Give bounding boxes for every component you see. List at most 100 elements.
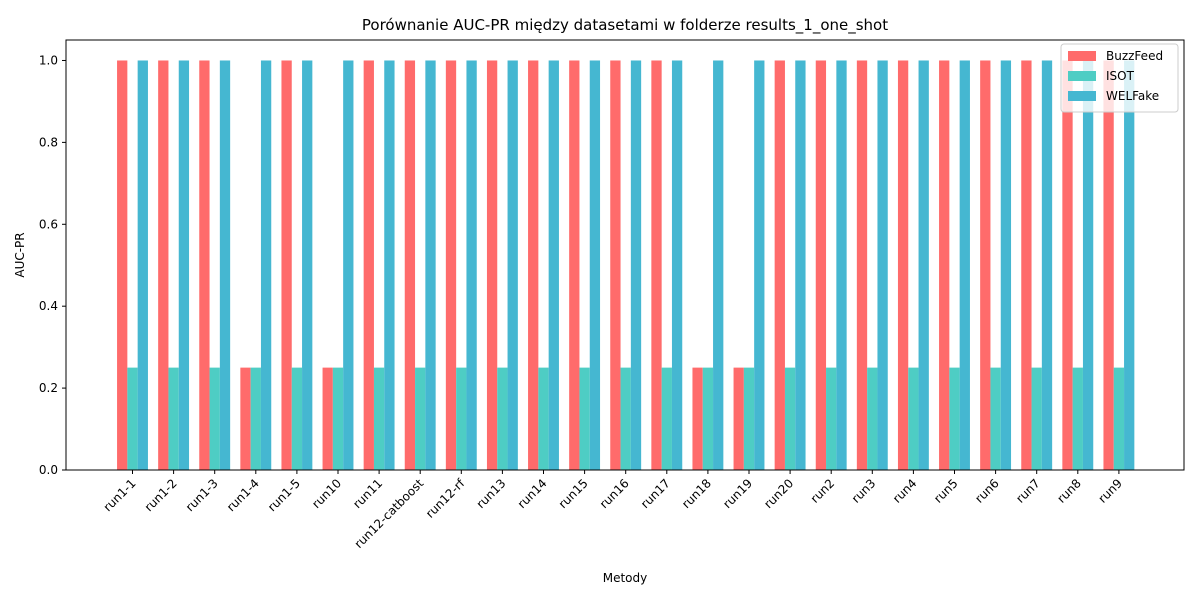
bar-buzzfeed-run15	[569, 60, 580, 470]
bar-isot-run9	[1113, 367, 1125, 470]
x-tick-label: run17	[638, 476, 673, 511]
bar-isot-run20	[784, 367, 796, 470]
bar-welfake-run15	[589, 60, 601, 470]
series-buzzfeed	[117, 60, 1114, 470]
bar-buzzfeed-run18	[692, 367, 703, 470]
y-tick-label: 1.0	[39, 53, 58, 67]
x-tick-label: run3	[849, 476, 879, 506]
bar-isot-run1-1	[127, 367, 138, 470]
bar-buzzfeed-run12-rf	[445, 60, 457, 470]
x-tick-label: run1-3	[183, 476, 221, 514]
y-axis-title: AUC-PR	[13, 232, 27, 277]
bar-buzzfeed-run9	[1103, 60, 1114, 470]
y-tick-label: 0.6	[39, 217, 58, 231]
y-tick-label: 0.8	[39, 135, 58, 149]
bar-welfake-run1-3	[219, 60, 231, 470]
bar-buzzfeed-run11	[363, 60, 374, 470]
x-tick-label: run12-rf	[423, 476, 468, 521]
bar-buzzfeed-run4	[897, 60, 909, 470]
bar-buzzfeed-run16	[610, 60, 621, 470]
bar-welfake-run5	[959, 60, 970, 470]
bar-welfake-run14	[548, 60, 559, 470]
bar-isot-run4	[908, 367, 919, 470]
bar-buzzfeed-run19	[733, 367, 744, 470]
bar-isot-run1-5	[291, 367, 303, 470]
bar-buzzfeed-run8	[1062, 60, 1073, 470]
bars-layer	[117, 60, 1135, 470]
bar-welfake-run16	[630, 60, 642, 470]
bar-welfake-run7	[1041, 60, 1053, 470]
bar-buzzfeed-run1-5	[281, 60, 292, 470]
bar-isot-run16	[620, 367, 631, 470]
bar-isot-run5	[949, 367, 960, 470]
bar-welfake-run2	[836, 60, 847, 470]
x-tick-label: run1-2	[142, 476, 180, 514]
bar-welfake-run4	[918, 60, 929, 470]
x-tick-label: run20	[761, 476, 796, 511]
bar-buzzfeed-run3	[856, 60, 868, 470]
x-tick-label: run11	[350, 476, 385, 511]
bar-isot-run2	[826, 367, 837, 470]
bar-buzzfeed-run10	[322, 367, 333, 470]
bar-isot-run10	[332, 367, 344, 470]
bar-welfake-run13	[507, 60, 518, 470]
bar-welfake-run9	[1124, 60, 1135, 470]
x-tick-label: run6	[972, 476, 1002, 506]
legend-swatch-welfake	[1068, 91, 1096, 101]
bar-isot-run12-catboost	[415, 367, 426, 470]
bar-isot-run13	[497, 367, 508, 470]
bar-welfake-run12-rf	[466, 60, 477, 470]
bar-welfake-run18	[713, 60, 724, 470]
bar-isot-run7	[1031, 367, 1042, 470]
bar-buzzfeed-run13	[486, 60, 498, 470]
chart-title: Porównanie AUC-PR między datasetami w fo…	[362, 16, 888, 35]
y-tick-label: 0.2	[39, 381, 58, 395]
bar-isot-run1-3	[209, 367, 220, 470]
bar-welfake-run1-5	[302, 60, 313, 470]
x-tick-label: run5	[931, 476, 961, 506]
x-tick-label: run10	[309, 476, 344, 511]
x-tick-label: run12-catboost	[352, 476, 427, 551]
bar-welfake-run12-catboost	[425, 60, 436, 470]
x-tick-label: run13	[474, 476, 509, 511]
x-tick-label: run16	[597, 476, 632, 511]
bar-isot-run18	[702, 367, 714, 470]
x-tick-label: run1-1	[101, 476, 139, 514]
x-tick-label: run19	[720, 476, 755, 511]
bar-welfake-run20	[795, 60, 806, 470]
bar-welfake-run10	[343, 60, 354, 470]
legend: BuzzFeed ISOT WELFake	[1060, 43, 1179, 113]
bar-welfake-run3	[877, 60, 888, 470]
bar-isot-run8	[1072, 367, 1083, 470]
bar-buzzfeed-run2	[815, 60, 827, 470]
bar-welfake-run1-4	[260, 60, 272, 470]
bar-buzzfeed-run1-3	[199, 60, 210, 470]
bar-welfake-run17	[671, 60, 683, 470]
legend-label-isot: ISOT	[1106, 69, 1135, 83]
bar-welfake-run1-1	[137, 60, 148, 470]
series-isot	[127, 367, 1125, 470]
bar-isot-run19	[743, 367, 755, 470]
bar-buzzfeed-run7	[1021, 60, 1032, 470]
bar-buzzfeed-run1-1	[117, 60, 128, 470]
x-tick-label: run4	[890, 476, 920, 506]
bar-welfake-run11	[384, 60, 395, 470]
x-tick-label: run18	[679, 476, 714, 511]
bar-isot-run15	[579, 367, 590, 470]
bar-welfake-run6	[1000, 60, 1012, 470]
legend-label-buzzfeed: BuzzFeed	[1106, 49, 1163, 63]
legend-swatch-isot	[1068, 71, 1096, 81]
x-tick-label: run14	[515, 476, 550, 511]
bar-isot-run1-2	[168, 367, 179, 470]
bar-buzzfeed-run1-2	[158, 60, 169, 470]
bar-buzzfeed-run6	[980, 60, 991, 470]
x-tick-label: run2	[808, 476, 838, 506]
bar-isot-run6	[990, 367, 1001, 470]
bar-buzzfeed-run17	[651, 60, 662, 470]
x-tick-label: run1-5	[265, 476, 303, 514]
x-tick-label: run1-4	[224, 476, 262, 514]
bar-isot-run11	[373, 367, 385, 470]
x-tick-label: run9	[1095, 476, 1125, 506]
legend-swatch-buzzfeed	[1068, 51, 1096, 61]
